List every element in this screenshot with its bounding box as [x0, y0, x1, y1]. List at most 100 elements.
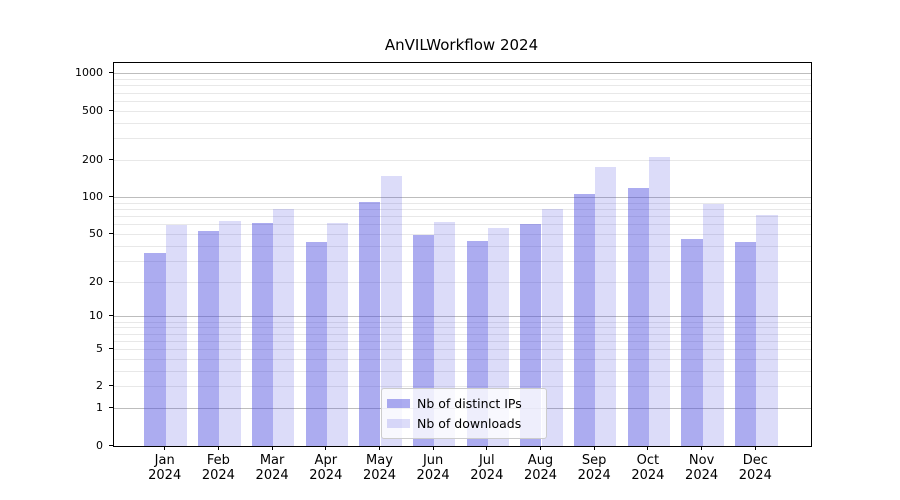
legend-label-distinct-ips: Nb of distinct IPs: [417, 396, 522, 411]
gridline-300: [114, 138, 811, 140]
y-tick-label-0: 0: [96, 438, 103, 452]
y-tick-mark-500: [109, 109, 113, 111]
x-tick-label-nov: Nov 2024: [685, 453, 719, 483]
x-tick-mark-feb: [217, 446, 219, 450]
x-tick-label-mar: Mar 2024: [255, 453, 289, 483]
y-tick-mark-2: [109, 385, 113, 387]
x-tick-label-jun: Jun 2024: [416, 453, 450, 483]
y-tick-mark-50: [109, 232, 113, 234]
bar-feb-distinct-ips: [198, 231, 220, 446]
chart-title: AnVILWorkflow 2024: [384, 36, 539, 54]
gridline-9: [114, 321, 811, 323]
x-tick-mark-apr: [325, 446, 327, 450]
x-tick-mark-dec: [754, 446, 756, 450]
gridline-10: [114, 316, 811, 318]
bar-jan-distinct-ips: [144, 253, 166, 446]
gridline-400: [114, 122, 811, 124]
x-tick-mark-oct: [647, 446, 649, 450]
x-tick-mark-jan: [164, 446, 166, 450]
x-tick-mark-may: [379, 446, 380, 450]
bar-apr-distinct-ips: [305, 242, 327, 446]
y-tick-label-5: 5: [96, 342, 103, 355]
x-tick-label-oct: Oct 2024: [631, 453, 665, 483]
gridline-70: [114, 215, 811, 217]
bar-dec-distinct-ips: [735, 242, 757, 446]
gridline-90: [114, 202, 811, 204]
x-tick-mark-jun: [432, 446, 434, 450]
y-tick-label-2: 2: [96, 379, 103, 393]
y-tick-mark-100: [109, 196, 113, 197]
bar-may-distinct-ips: [359, 201, 381, 446]
bar-mar-distinct-ips: [251, 222, 274, 446]
gridline-200: [114, 159, 811, 161]
x-tick-mark-mar: [271, 446, 273, 450]
x-tick-label-dec: Dec 2024: [738, 453, 772, 483]
legend-swatch-downloads-icon: [387, 419, 410, 428]
bar-oct-distinct-ips: [627, 187, 649, 446]
gridline-100: [114, 196, 811, 198]
bar-mar-downloads: [273, 209, 295, 446]
x-tick-label-apr: Apr 2024: [309, 453, 343, 483]
gridline-3: [114, 370, 811, 372]
y-tick-label-1000: 1000: [75, 66, 103, 80]
x-tick-label-jul: Jul 2024: [470, 453, 504, 483]
legend-label-downloads: Nb of downloads: [417, 416, 522, 431]
gridline-5: [114, 349, 811, 350]
x-tick-mark-aug: [540, 446, 541, 450]
y-tick-mark-0: [109, 444, 113, 446]
gridline-60: [114, 224, 811, 226]
gridline-800: [114, 85, 811, 87]
x-tick-mark-nov: [701, 446, 703, 450]
bar-nov-downloads: [702, 204, 724, 446]
y-tick-label-20: 20: [89, 274, 103, 288]
y-tick-label-1: 1: [96, 401, 103, 415]
bar-dec-downloads: [756, 214, 778, 446]
y-tick-label-500: 500: [82, 103, 103, 117]
x-tick-label-feb: Feb 2024: [201, 453, 235, 483]
y-tick-label-100: 100: [82, 190, 103, 203]
x-tick-mark-jul: [486, 446, 488, 450]
bar-apr-downloads: [326, 222, 349, 446]
legend-item-downloads: Nb of downloads: [387, 415, 538, 432]
x-tick-label-may: May 2024: [362, 453, 397, 483]
legend-swatch-distinct-ips-icon: [387, 399, 410, 408]
y-tick-mark-200: [109, 158, 113, 160]
bar-may-downloads: [380, 175, 402, 446]
gridline-40: [114, 245, 811, 247]
x-tick-label-sep: Sep 2024: [577, 453, 611, 483]
gridline-2: [114, 386, 811, 388]
gridline-700: [114, 92, 811, 94]
legend: Nb of distinct IPs Nb of downloads: [381, 388, 547, 439]
gridline-30: [114, 260, 811, 262]
bar-sep-downloads: [595, 166, 617, 446]
y-tick-label-50: 50: [89, 226, 103, 240]
y-tick-mark-1: [109, 407, 113, 409]
y-tick-mark-10: [109, 315, 113, 317]
y-tick-mark-1000: [109, 72, 113, 74]
y-tick-label-200: 200: [82, 152, 103, 166]
y-tick-label-10: 10: [89, 309, 103, 323]
gridline-500: [114, 110, 811, 112]
y-tick-mark-5: [109, 348, 113, 349]
x-tick-label-aug: Aug 2024: [523, 453, 558, 483]
bar-aug-downloads: [541, 209, 563, 446]
gridline-50: [114, 233, 811, 235]
gridline-4: [114, 358, 811, 360]
bar-nov-distinct-ips: [681, 238, 703, 446]
x-tick-mark-sep: [593, 446, 595, 450]
gridline-6: [114, 340, 811, 342]
gridline-8: [114, 327, 811, 329]
gridline-900: [114, 79, 811, 81]
gridline-1000: [114, 73, 811, 75]
bar-jan-downloads: [165, 224, 187, 446]
y-tick-mark-20: [109, 280, 113, 282]
gridline-20: [114, 281, 811, 283]
bar-feb-downloads: [219, 221, 241, 446]
gridline-7: [114, 333, 811, 335]
bar-oct-downloads: [648, 156, 671, 446]
gridline-600: [114, 100, 811, 102]
x-tick-label-jan: Jan 2024: [148, 453, 182, 483]
bar-sep-distinct-ips: [573, 193, 596, 446]
legend-item-distinct-ips: Nb of distinct IPs: [387, 395, 538, 412]
